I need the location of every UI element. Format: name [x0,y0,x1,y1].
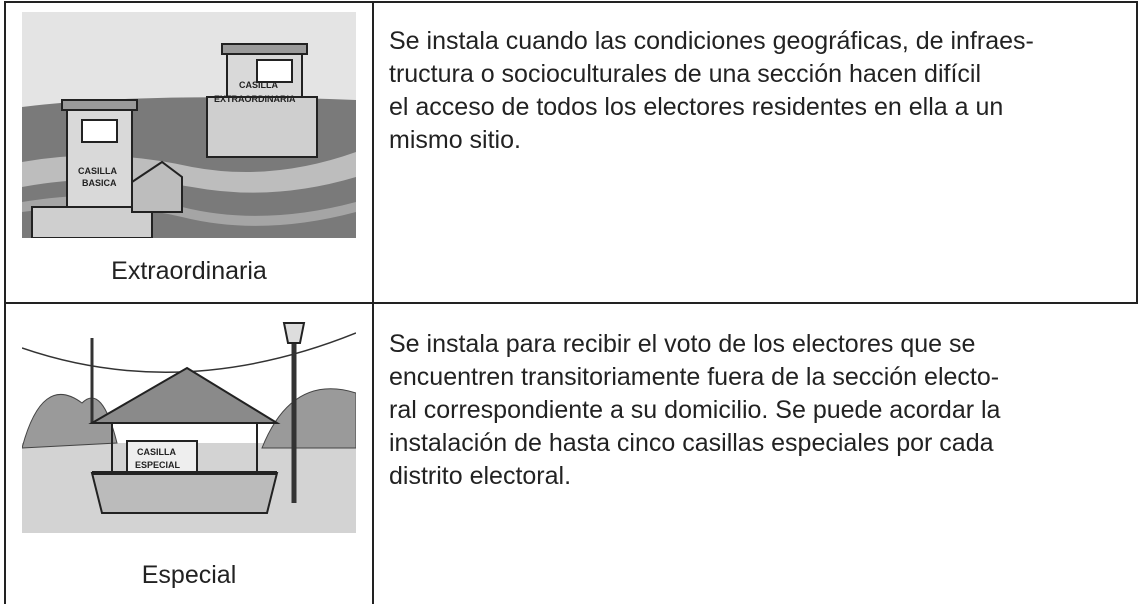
image-label: CASILLA [78,166,117,176]
image-label: CASILLA [137,447,176,457]
image-label: BASICA [82,178,117,188]
text-line: el acceso de todos los electores residen… [389,93,1004,121]
text-line: ral correspondiente a su domicilio. Se p… [389,396,1001,424]
text-line: encuentren transitoriamente fuera de la … [389,363,1000,391]
row-caption: Especial [141,561,237,589]
image-label: CASILLA [239,80,278,90]
text-line: Se instala para recibir el voto de los e… [389,330,976,358]
table-border [1136,1,1138,304]
image-label: ESPECIAL [135,460,181,470]
row-caption: Extraordinaria [111,257,267,285]
illustration-especial: CASILLA ESPECIAL [22,313,356,533]
column-divider [372,1,374,604]
row-description: Se instala cuando las condiciones geográ… [389,25,1034,157]
table-border [4,1,6,604]
text-line: Se instala cuando las condiciones geográ… [389,27,1034,55]
image-label: EXTRAORDINARIA [214,94,296,104]
text-line: distrito electoral. [389,462,572,490]
illustration-extraordinaria: CASILLA EXTRAORDINARIA CASILLA BASICA [22,12,356,238]
row-divider [5,302,1138,304]
text-line: mismo sitio. [389,126,521,154]
text-line: tructura o socioculturales de una secció… [389,60,981,88]
row-description: Se instala para recibir el voto de los e… [389,328,1000,493]
table-border [5,1,1138,3]
text-line: instalación de hasta cinco casillas espe… [389,429,994,457]
